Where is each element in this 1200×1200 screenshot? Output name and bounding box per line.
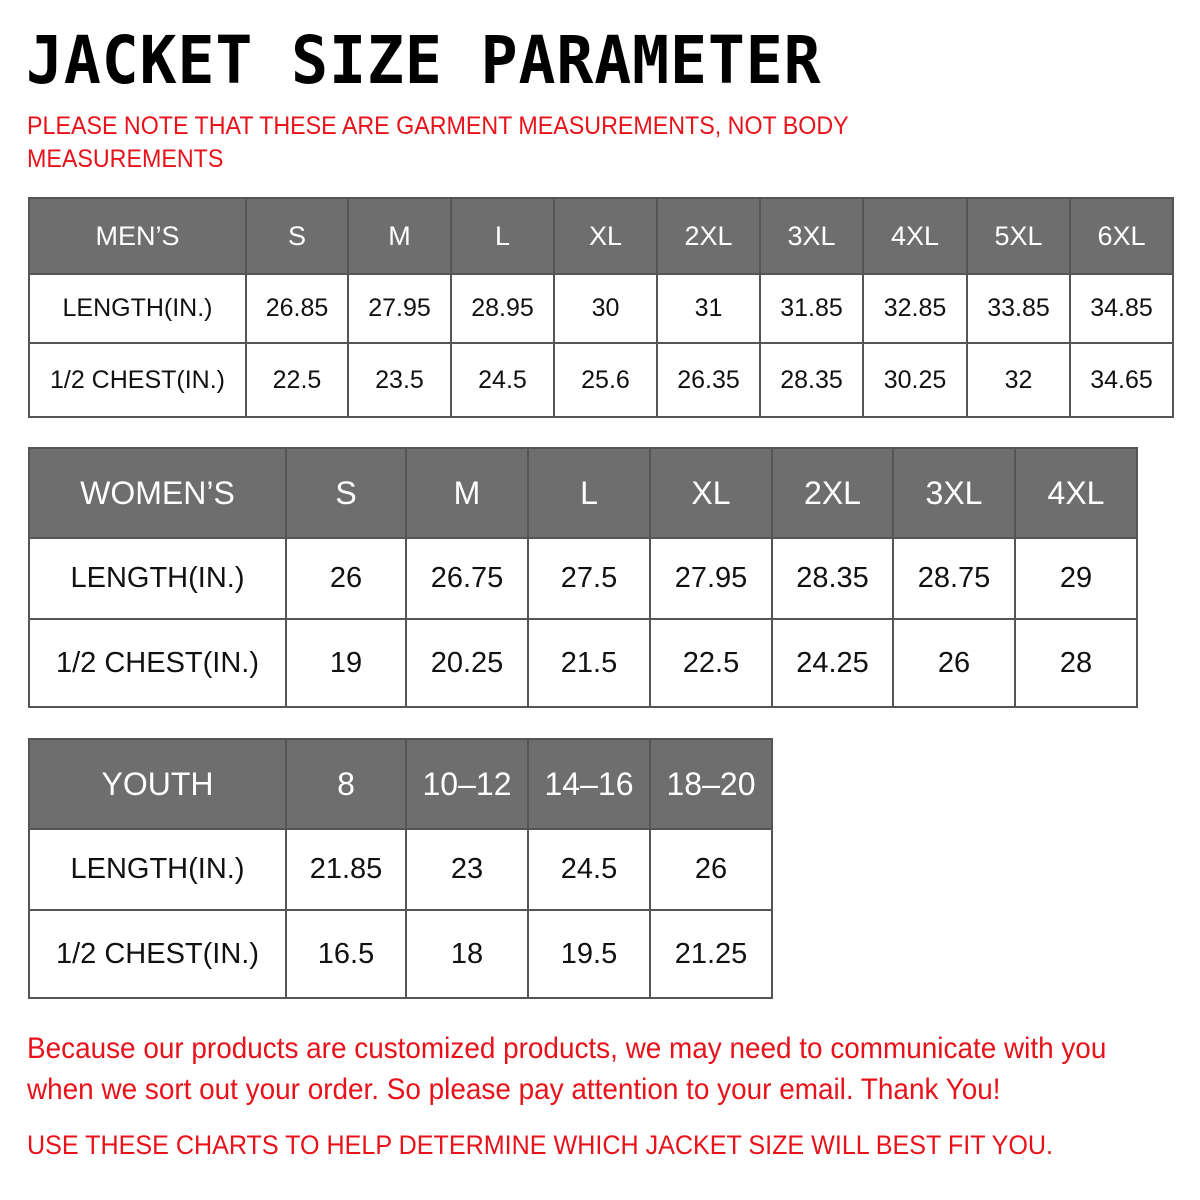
- measurement-cell: 19.5: [527, 909, 651, 999]
- measurement-cell: 26.75: [405, 537, 529, 620]
- womens-size-table: WOMEN’S S M L XL 2XL 3XL 4XL LENGTH(IN.) 26 26.75 2…: [28, 447, 1138, 708]
- row-label: LENGTH(IN.): [28, 828, 287, 911]
- measurement-cell: 29: [1014, 537, 1138, 620]
- size-header: XL: [649, 447, 773, 539]
- measurement-cell: 31: [656, 273, 761, 344]
- row-label: LENGTH(IN.): [28, 273, 247, 344]
- measurement-cell: 30: [553, 273, 658, 344]
- measurement-cell: 32.85: [862, 273, 968, 344]
- measurement-cell: 30.25: [862, 342, 968, 418]
- size-header: S: [285, 447, 407, 539]
- measurement-cell: 27.95: [347, 273, 452, 344]
- table-row: 1/2 CHEST(IN.) 19 20.25 21.5 22.5 24.25 26 28: [28, 618, 1138, 708]
- measurement-cell: 24.5: [527, 828, 651, 911]
- size-header: 8: [285, 738, 407, 830]
- measurement-cell: 26.35: [656, 342, 761, 418]
- row-label: 1/2 CHEST(IN.): [28, 342, 247, 418]
- size-header: S: [245, 197, 349, 275]
- table-row: 1/2 CHEST(IN.) 16.5 18 19.5 21.25: [28, 909, 773, 999]
- measurement-cell: 28.35: [759, 342, 864, 418]
- mens-size-table: MEN’S S M L XL 2XL 3XL 4XL 5XL 6XL LENGTH(IN.) 26.8…: [28, 197, 1174, 418]
- table-header-row: WOMEN’S S M L XL 2XL 3XL 4XL: [28, 447, 1138, 539]
- size-header: 18–20: [649, 738, 773, 830]
- size-header: 4XL: [862, 197, 968, 275]
- size-header: 14–16: [527, 738, 651, 830]
- measurement-cell: 28.75: [892, 537, 1016, 620]
- size-header: 5XL: [966, 197, 1071, 275]
- category-header: MEN’S: [28, 197, 247, 275]
- measurement-cell: 23.5: [347, 342, 452, 418]
- measurement-cell: 24.25: [771, 618, 894, 708]
- measurement-cell: 21.85: [285, 828, 407, 911]
- table-header-row: YOUTH 8 10–12 14–16 18–20: [28, 738, 773, 830]
- measurement-cell: 34.65: [1069, 342, 1174, 418]
- measurement-cell: 26: [285, 537, 407, 620]
- size-header: 3XL: [759, 197, 864, 275]
- measurement-cell: 28.35: [771, 537, 894, 620]
- measurement-cell: 25.6: [553, 342, 658, 418]
- row-label: 1/2 CHEST(IN.): [28, 618, 287, 708]
- size-header: XL: [553, 197, 658, 275]
- measurement-cell: 31.85: [759, 273, 864, 344]
- measurement-cell: 28: [1014, 618, 1138, 708]
- measurement-cell: 19: [285, 618, 407, 708]
- measurement-cell: 23: [405, 828, 529, 911]
- size-header: L: [527, 447, 651, 539]
- measurement-note: PLEASE NOTE THAT THESE ARE GARMENT MEASU…: [27, 112, 849, 173]
- youth-size-table: YOUTH 8 10–12 14–16 18–20 LENGTH(IN.) 21.85 23 2…: [28, 738, 773, 999]
- measurement-cell: 27.5: [527, 537, 651, 620]
- measurement-cell: 21.25: [649, 909, 773, 999]
- size-header: 3XL: [892, 447, 1016, 539]
- measurement-cell: 32: [966, 342, 1071, 418]
- category-header: WOMEN’S: [28, 447, 287, 539]
- size-header: M: [347, 197, 452, 275]
- category-header: YOUTH: [28, 738, 287, 830]
- row-label: LENGTH(IN.): [28, 537, 287, 620]
- measurement-cell: 26: [892, 618, 1016, 708]
- row-label: 1/2 CHEST(IN.): [28, 909, 287, 999]
- customization-message: Because our products are customized prod…: [27, 1032, 1107, 1106]
- table-row: LENGTH(IN.) 21.85 23 24.5 26: [28, 828, 773, 911]
- fit-advice: USE THESE CHARTS TO HELP DETERMINE WHICH…: [27, 1130, 1054, 1160]
- measurement-cell: 22.5: [649, 618, 773, 708]
- size-header: M: [405, 447, 529, 539]
- measurement-cell: 20.25: [405, 618, 529, 708]
- measurement-cell: 26.85: [245, 273, 349, 344]
- size-header: 2XL: [771, 447, 894, 539]
- measurement-cell: 16.5: [285, 909, 407, 999]
- measurement-cell: 34.85: [1069, 273, 1174, 344]
- table-row: LENGTH(IN.) 26.85 27.95 28.95 30 31 31.85 32.85…: [28, 273, 1174, 344]
- size-header: 6XL: [1069, 197, 1174, 275]
- table-row: 1/2 CHEST(IN.) 22.5 23.5 24.5 25.6 26.35 28.35…: [28, 342, 1174, 418]
- page-title: JACKET SIZE PARAMETER: [26, 22, 822, 99]
- measurement-cell: 22.5: [245, 342, 349, 418]
- measurement-cell: 28.95: [450, 273, 555, 344]
- measurement-cell: 21.5: [527, 618, 651, 708]
- measurement-cell: 24.5: [450, 342, 555, 418]
- measurement-cell: 18: [405, 909, 529, 999]
- measurement-cell: 27.95: [649, 537, 773, 620]
- size-header: 2XL: [656, 197, 761, 275]
- table-row: LENGTH(IN.) 26 26.75 27.5 27.95 28.35 28.75 29: [28, 537, 1138, 620]
- size-header: L: [450, 197, 555, 275]
- table-header-row: MEN’S S M L XL 2XL 3XL 4XL 5XL 6XL: [28, 197, 1174, 275]
- size-header: 4XL: [1014, 447, 1138, 539]
- measurement-cell: 26: [649, 828, 773, 911]
- size-header: 10–12: [405, 738, 529, 830]
- measurement-cell: 33.85: [966, 273, 1071, 344]
